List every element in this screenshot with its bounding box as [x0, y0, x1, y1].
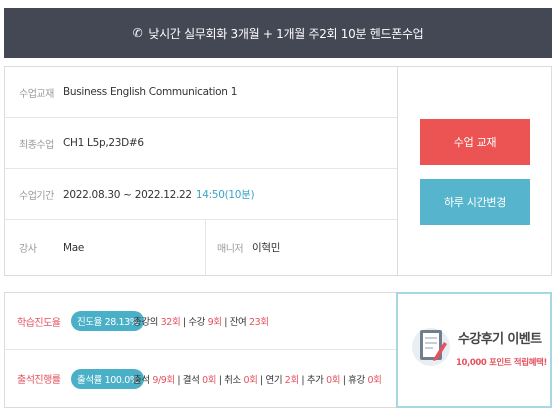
course-info-panel: 수업교재 Business English Communication 1 최종…	[4, 66, 552, 276]
attendance-row: 출석진행률 출석률 100.0% 출석 9/9회 | 결석 0회 | 취소 0회…	[5, 350, 396, 407]
lesson-time: 14:50(10분)	[195, 188, 255, 201]
event-title: 수강후기 이벤트	[458, 332, 542, 347]
manager-label: 매니저	[217, 244, 244, 255]
event-subtitle: 10,000 포인트 적립혜택!	[456, 358, 547, 368]
info-value: CH1 L5p,23D#6	[63, 137, 144, 149]
course-title-bar: ✆ 낮시간 실무회화 3개월 + 1개월 주2회 10분 헨드폰수업	[4, 8, 552, 58]
period-dates: 2022.08.30 ~ 2022.12.22	[63, 188, 192, 201]
info-row-last-lesson: 최종수업 CH1 L5p,23D#6	[5, 118, 397, 169]
info-value: 2022.08.30 ~ 2022.12.22 14:50(10분)	[63, 187, 255, 202]
change-book-button[interactable]: 수업 교재	[420, 119, 530, 165]
progress-row: 학습진도율 진도율 28.13% 총강의 32회 | 수강 9회 | 잔여 23…	[5, 293, 396, 350]
course-info-table: 수업교재 Business English Communication 1 최종…	[5, 67, 397, 275]
info-label: 최종수업	[19, 139, 54, 151]
progress-stats: 학습진도율 진도율 28.13% 총강의 32회 | 수강 9회 | 잔여 23…	[4, 292, 396, 408]
course-title: 낮시간 실무회화 3개월 + 1개월 주2회 10분 헨드폰수업	[148, 26, 424, 41]
action-panel: 수업 교재 하루 시간변경	[397, 67, 551, 275]
change-time-button[interactable]: 하루 시간변경	[420, 179, 530, 225]
attendance-label: 출석진행률	[17, 375, 61, 386]
progress-label: 학습진도율	[17, 317, 61, 329]
info-label: 수업기간	[19, 190, 54, 202]
teacher-name: Mae	[63, 241, 85, 254]
info-row-book: 수업교재 Business English Communication 1	[5, 67, 397, 118]
info-label: 수업교재	[19, 88, 54, 100]
attendance-rate-badge: 출석률 100.0%	[71, 368, 145, 389]
info-row-period: 수업기간 2022.08.30 ~ 2022.12.22 14:50(10분)	[5, 169, 397, 220]
attendance-detail: 출석 9/9회 | 결석 0회 | 취소 0회 | 연기 2회 | 추가 0회 …	[133, 374, 382, 386]
divider	[205, 220, 206, 275]
teacher-label: 강사	[19, 244, 37, 255]
info-value: Business English Communication 1	[63, 86, 238, 98]
phone-icon: ✆	[132, 26, 143, 40]
progress-panel: 학습진도율 진도율 28.13% 총강의 32회 | 수강 9회 | 잔여 23…	[4, 292, 552, 408]
info-row-staff: 강사 Mae 매니저 이혁민	[5, 220, 397, 275]
manager-name: 이혁민	[252, 242, 281, 254]
review-event-banner[interactable]: 수강후기 이벤트 10,000 포인트 적립혜택!	[396, 292, 552, 408]
progress-rate-badge: 진도율 28.13%	[71, 311, 145, 331]
progress-detail: 총강의 32회 | 수강 9회 | 잔여 23회	[133, 317, 269, 328]
review-document-icon	[412, 328, 450, 366]
